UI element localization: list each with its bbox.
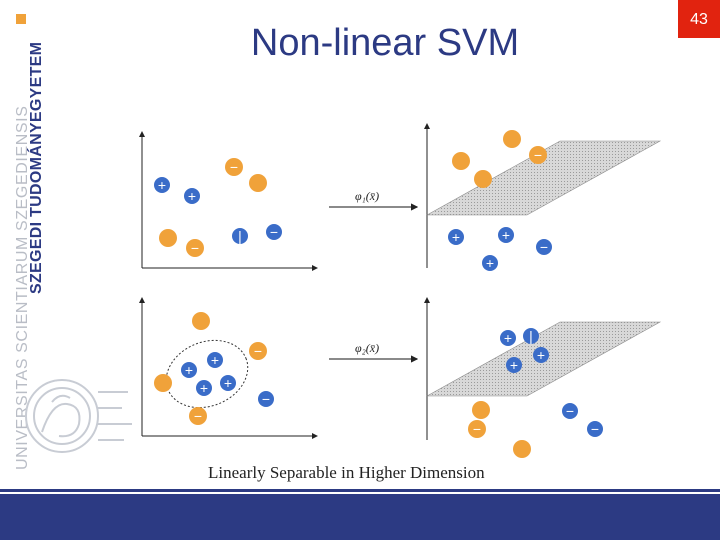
positive-point — [498, 227, 514, 243]
negative-point — [452, 152, 470, 170]
negative-point — [154, 374, 172, 392]
point-symbol: + — [200, 380, 208, 396]
data-points: ++−−| −−+ ++−−+++ +−−+ |++−−− — [154, 130, 603, 458]
positive-point — [258, 391, 274, 407]
point-symbol: − — [473, 421, 481, 437]
logo-square-icon — [16, 14, 26, 24]
point-symbol: − — [534, 147, 542, 163]
negative-point — [225, 158, 243, 176]
positive-point — [587, 421, 603, 437]
slide-title: Non-linear SVM — [250, 22, 520, 64]
point-symbol: − — [191, 240, 199, 256]
negative-point — [474, 170, 492, 188]
point-symbol: − — [270, 224, 278, 240]
positive-point — [500, 330, 516, 346]
point-symbol: − — [262, 391, 270, 407]
point-symbol: + — [188, 188, 196, 204]
footer-divider — [0, 489, 720, 492]
point-symbol: + — [158, 177, 166, 193]
positive-point — [533, 347, 549, 363]
mapping-label: φ₁(x̄) — [355, 189, 379, 203]
point-symbol: − — [540, 239, 548, 255]
positive-point — [523, 328, 539, 344]
negative-point — [249, 342, 267, 360]
positive-point — [220, 375, 236, 391]
point-symbol: + — [224, 375, 232, 391]
input-space-bottom — [139, 297, 318, 439]
point-symbol: − — [566, 403, 574, 419]
negative-point — [513, 440, 531, 458]
positive-point — [232, 228, 248, 244]
mapping-arrow-top: φ₁(x̄) — [329, 189, 419, 211]
positive-point — [266, 224, 282, 240]
positive-point — [181, 362, 197, 378]
negative-point — [192, 312, 210, 330]
svm-diagram: φ₁(x̄) φ₂(x̄) ++−−| −−+ ++−−+++ +−−+ |++−−− — [139, 123, 662, 458]
point-symbol: − — [254, 343, 262, 359]
point-symbol: | — [529, 328, 533, 344]
positive-point — [536, 239, 552, 255]
footer-bar — [0, 494, 720, 540]
negative-point — [159, 229, 177, 247]
mapping-label: φ₂(x̄) — [355, 341, 379, 355]
negative-point — [189, 407, 207, 425]
positive-point — [506, 357, 522, 373]
point-symbol: − — [230, 159, 238, 175]
positive-point — [196, 380, 212, 396]
point-symbol: + — [537, 347, 545, 363]
feature-space-bottom — [424, 297, 662, 440]
positive-point — [562, 403, 578, 419]
point-symbol: + — [486, 255, 494, 271]
point-symbol: − — [194, 408, 202, 424]
negative-point — [468, 420, 486, 438]
negative-point — [186, 239, 204, 257]
point-symbol: | — [238, 228, 242, 244]
point-symbol: + — [504, 330, 512, 346]
negative-point — [472, 401, 490, 419]
point-symbol: − — [591, 421, 599, 437]
left-branding-strip: SZEGEDI TUDOMÁNYEGYETEM UNIVERSITAS SCIE… — [0, 0, 60, 470]
point-symbol: + — [502, 227, 510, 243]
diagram-caption: Linearly Separable in Higher Dimension — [208, 463, 485, 482]
decision-boundary-ellipse — [165, 339, 249, 409]
point-symbol: + — [185, 362, 193, 378]
point-symbol: + — [211, 352, 219, 368]
separating-hyperplane — [425, 140, 662, 216]
positive-point — [154, 177, 170, 193]
point-symbol: + — [452, 229, 460, 245]
university-seal-icon — [25, 379, 132, 453]
mapping-arrow-bottom: φ₂(x̄) — [329, 341, 419, 363]
point-symbol: + — [510, 357, 518, 373]
page-number-badge: 43 — [678, 0, 720, 38]
negative-point — [503, 130, 521, 148]
input-space-top — [139, 131, 318, 271]
positive-point — [448, 229, 464, 245]
positive-point — [184, 188, 200, 204]
negative-point — [529, 146, 547, 164]
negative-point — [249, 174, 267, 192]
positive-point — [207, 352, 223, 368]
positive-point — [482, 255, 498, 271]
feature-space-top — [424, 123, 662, 268]
